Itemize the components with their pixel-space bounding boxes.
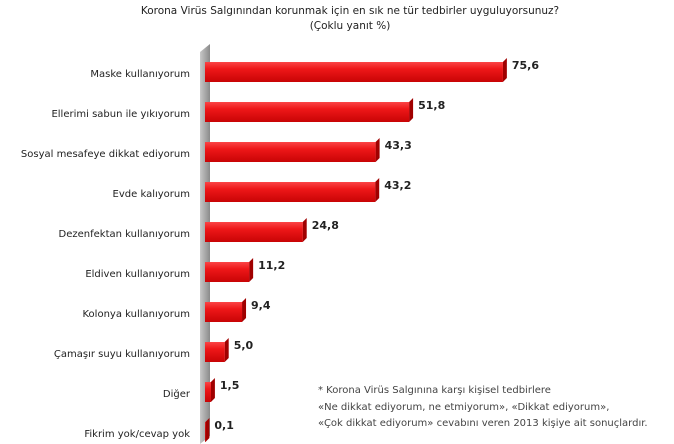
y-tick-label: Fikrim yok/cevap yok: [84, 429, 190, 440]
value-label: 1,5: [220, 379, 240, 392]
bar-shade: [205, 182, 376, 202]
chart-title: Korona Virüs Salgınından korunmak için e…: [141, 5, 559, 17]
bar-shade: [205, 302, 243, 322]
value-label: 24,8: [312, 219, 339, 232]
value-label: 75,6: [512, 59, 539, 72]
y-tick-label: Diğer: [163, 388, 191, 400]
y-tick-label: Kolonya kullanıyorum: [83, 309, 191, 320]
bar-shade: [205, 382, 211, 402]
value-label: 51,8: [418, 99, 445, 112]
value-label: 43,2: [384, 179, 411, 192]
y-tick-label: Eldiven kullanıyorum: [85, 269, 190, 280]
bar-side: [224, 338, 229, 362]
bar-shade: [205, 262, 250, 282]
value-label: 5,0: [234, 339, 254, 352]
bar-side: [375, 138, 380, 162]
y-tick-label: Sosyal mesafeye dikkat ediyorum: [21, 149, 190, 160]
bar-shade: [205, 102, 410, 122]
value-label: 0,1: [214, 419, 234, 432]
bar-side: [205, 418, 210, 442]
bar-shade: [205, 62, 503, 82]
bar-side: [375, 178, 380, 202]
y-tick-label: Evde kalıyorum: [113, 189, 190, 200]
note: «Ne dikkat ediyorum, ne etmiyorum», «Dik…: [318, 402, 609, 413]
bar-shade: [205, 342, 225, 362]
value-label: 11,2: [258, 259, 285, 272]
y-tick-label: Dezenfektan kullanıyorum: [59, 229, 190, 240]
bar-shade: [205, 142, 376, 162]
y-tick-label: Ellerimi sabun ile yıkıyorum: [51, 109, 190, 120]
bar-shade: [205, 222, 303, 242]
value-label: 9,4: [251, 299, 271, 312]
note: «Çok dikkat ediyorum» cevabını veren 201…: [318, 418, 648, 429]
note: * Korona Virüs Salgınına karşı kişisel t…: [318, 385, 551, 396]
bar-side: [210, 378, 215, 402]
bar-side: [409, 98, 414, 122]
value-label: 43,3: [385, 139, 412, 152]
bar-side: [249, 258, 254, 282]
bar-side: [302, 218, 307, 242]
y-tick-label: Çamaşır suyu kullanıyorum: [54, 349, 190, 360]
y-tick-label: Maske kullanıyorum: [90, 69, 190, 80]
bar-side: [242, 298, 247, 322]
bar-side: [502, 58, 507, 82]
chart-subtitle: (Çoklu yanıt %): [310, 20, 391, 32]
